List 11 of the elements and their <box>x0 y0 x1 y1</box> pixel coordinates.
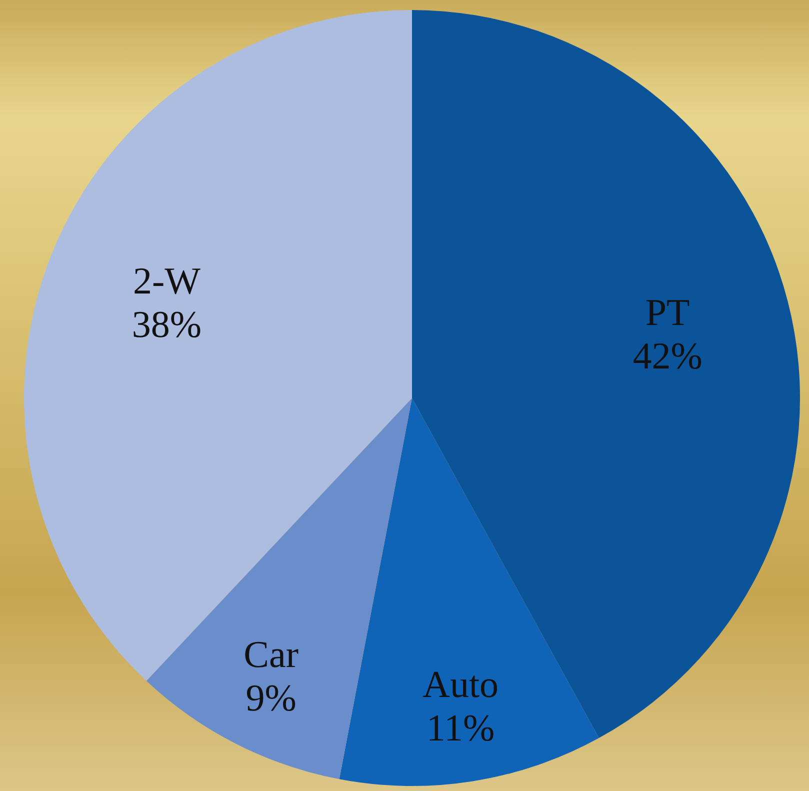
pie-slice <box>339 398 599 786</box>
data-label: 11% <box>426 708 495 750</box>
data-label: 9% <box>246 678 296 720</box>
slice-label: Auto <box>422 664 499 706</box>
pie-slice <box>146 398 412 780</box>
data-label: 42% <box>632 335 702 378</box>
slice-label: PT <box>645 292 690 334</box>
slice-label: 2-W <box>132 260 201 302</box>
slice-label: Car <box>244 634 299 676</box>
data-label: 38% <box>132 304 202 346</box>
pie-slice <box>24 10 412 681</box>
